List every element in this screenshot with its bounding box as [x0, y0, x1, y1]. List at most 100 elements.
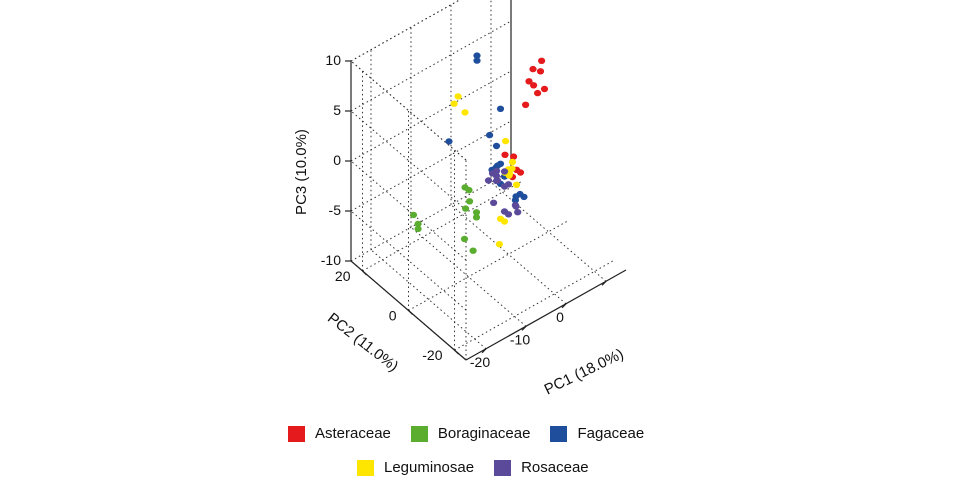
- legend-label-leguminosae: Leguminosae: [384, 459, 475, 476]
- z-tick-label: -5: [329, 202, 342, 218]
- z-tick-label: 5: [333, 102, 341, 118]
- point-boraginaceae: [409, 211, 418, 219]
- legend-label-fagaceae: Fagaceae: [577, 425, 645, 442]
- point-rosaceae: [514, 209, 522, 216]
- grid-line: [370, 249, 487, 350]
- y-tick-mark: [408, 310, 413, 315]
- y-tick-label: 20: [335, 268, 351, 284]
- point-asteraceae: [530, 82, 538, 89]
- grid-line: [350, 0, 461, 62]
- x-tick-label: 0: [556, 309, 564, 325]
- point-leguminosae: [450, 100, 458, 107]
- point-fagaceae: [496, 105, 505, 113]
- grid-line: [350, 210, 467, 311]
- legend-item-boraginaceae: Boraginaceae: [410, 425, 531, 442]
- grid-line: [410, 226, 527, 327]
- grid-line: [408, 220, 569, 311]
- grid-line: [362, 180, 523, 272]
- point-leguminosae: [512, 181, 521, 188]
- point-fagaceae: [473, 52, 481, 59]
- grid-line: [350, 110, 467, 211]
- legend-item-asteraceae: Asteraceae: [288, 425, 391, 442]
- point-rosaceae: [494, 177, 502, 184]
- z-tick-label: 0: [333, 152, 341, 168]
- point-leguminosae: [502, 137, 510, 145]
- point-rosaceae: [504, 211, 513, 218]
- point-fagaceae: [473, 57, 481, 64]
- point-leguminosae: [508, 158, 517, 166]
- x-tick-label: -10: [510, 331, 530, 347]
- point-rosaceae: [511, 202, 519, 209]
- point-asteraceae: [534, 89, 542, 97]
- z-axis-label: PC3 (10.0%): [293, 129, 310, 215]
- point-asteraceae: [516, 169, 525, 176]
- legend-swatch-rosaceae: [494, 459, 512, 476]
- point-asteraceae: [509, 153, 518, 160]
- grid-line: [490, 181, 607, 282]
- point-boraginaceae: [465, 186, 473, 194]
- grid-line: [450, 204, 567, 305]
- point-boraginaceae: [472, 214, 481, 221]
- legend-label-boraginaceae: Boraginaceae: [437, 425, 531, 442]
- legend-item-fagaceae: Fagaceae: [550, 425, 644, 442]
- point-fagaceae: [511, 197, 519, 204]
- z-tick-label: -10: [321, 252, 341, 268]
- point-asteraceae: [522, 101, 530, 109]
- x-tick-mark: [481, 348, 487, 354]
- grid-line: [350, 160, 467, 261]
- point-fagaceae: [520, 193, 528, 201]
- box-edge: [350, 60, 467, 161]
- legend-row-2: Leguminosae Rosaceae: [357, 459, 589, 476]
- point-leguminosae: [495, 241, 503, 248]
- legend-item-rosaceae: Rosaceae: [494, 459, 589, 476]
- point-rosaceae: [484, 177, 493, 184]
- legend-label-rosaceae: Rosaceae: [521, 459, 589, 476]
- point-leguminosae: [461, 109, 469, 116]
- point-rosaceae: [500, 168, 509, 175]
- x-tick-mark: [521, 325, 527, 331]
- point-asteraceae: [538, 57, 546, 64]
- point-rosaceae: [492, 167, 501, 175]
- point-boraginaceae: [414, 220, 422, 228]
- grid-line: [454, 259, 615, 351]
- x-axis-label: PC1 (18.0%): [542, 345, 627, 398]
- legend-swatch-fagaceae: [550, 425, 568, 442]
- grid-line: [350, 170, 512, 262]
- legend-swatch-asteraceae: [288, 425, 305, 442]
- point-rosaceae: [504, 181, 513, 188]
- box-edge: [350, 0, 461, 62]
- grid-line: [350, 70, 512, 162]
- x-tick-label: -20: [470, 354, 490, 370]
- point-boraginaceae: [460, 235, 469, 243]
- point-boraginaceae: [469, 247, 477, 254]
- point-asteraceae: [529, 65, 537, 73]
- point-leguminosae: [500, 218, 509, 225]
- point-asteraceae: [536, 68, 545, 75]
- y-tick-mark: [362, 270, 367, 276]
- legend-swatch-boraginaceae: [410, 425, 428, 442]
- point-fagaceae: [486, 131, 494, 139]
- point-asteraceae: [501, 151, 509, 158]
- grid-line: [350, 20, 512, 112]
- z-tick-label: 10: [325, 52, 341, 68]
- y-tick-label: 0: [389, 308, 397, 324]
- point-boraginaceae: [472, 209, 481, 216]
- y-tick-mark: [454, 349, 459, 355]
- point-fagaceae: [494, 162, 502, 169]
- point-asteraceae: [525, 78, 533, 85]
- x-tick-mark: [561, 303, 567, 309]
- point-asteraceae: [540, 85, 549, 93]
- x-tick-mark: [601, 280, 607, 286]
- point-boraginaceae: [414, 225, 422, 233]
- legend-row-1: Asteraceae Boraginaceae Fagaceae: [288, 425, 644, 442]
- point-fagaceae: [445, 138, 453, 145]
- y-tick-label: -20: [422, 347, 442, 363]
- point-leguminosae: [454, 93, 462, 100]
- legend-label-asteraceae: Asteraceae: [315, 425, 391, 442]
- legend-item-leguminosae: Leguminosae: [357, 459, 474, 476]
- legend-swatch-leguminosae: [357, 459, 374, 476]
- x-axis-line: [465, 269, 627, 361]
- point-boraginaceae: [462, 205, 470, 212]
- point-boraginaceae: [466, 198, 474, 205]
